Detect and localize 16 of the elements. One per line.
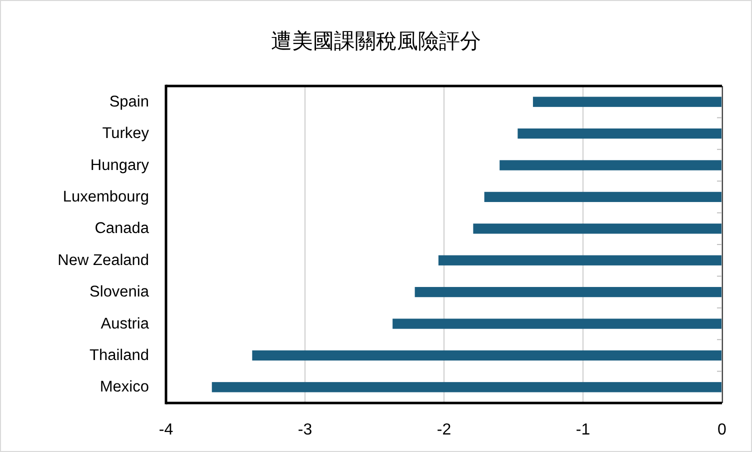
y-tick-label: Thailand bbox=[90, 346, 149, 364]
x-tick-label: -4 bbox=[158, 422, 174, 438]
y-tick-label: New Zealand bbox=[58, 252, 149, 269]
y-tick-label: Slovenia bbox=[90, 284, 150, 301]
y-tick-label: Mexico bbox=[100, 378, 149, 396]
x-tick-label: -3 bbox=[298, 422, 312, 438]
y-tick-label: Turkey bbox=[102, 125, 150, 142]
chart-title: 遭美國課關稅風險評分 bbox=[271, 29, 481, 53]
x-tick-label: 0 bbox=[718, 422, 727, 438]
y-tick-label: Canada bbox=[94, 220, 150, 238]
x-tick-label: -2 bbox=[436, 422, 452, 438]
y-tick-label: Spain bbox=[109, 93, 149, 110]
x-tick-label: -1 bbox=[576, 422, 590, 438]
y-tick-label: Austria bbox=[100, 315, 150, 332]
y-tick-label: Hungary bbox=[90, 156, 150, 174]
y-tick-label: Luxembourg bbox=[62, 188, 149, 206]
